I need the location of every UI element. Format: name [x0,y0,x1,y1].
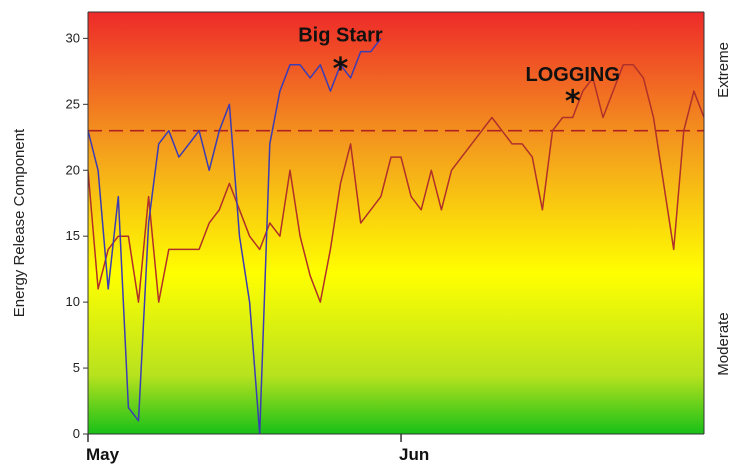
annotation-marker: * [333,52,349,87]
x-tick-label: May [86,445,120,464]
y-tick-label: 5 [73,360,80,375]
right-label-moderate: Moderate [715,312,732,375]
annotation-marker: * [565,85,581,120]
annotation-label: LOGGING [525,64,619,86]
y-tick-label: 0 [73,426,80,441]
y-tick-label: 25 [66,96,80,111]
y-tick-label: 20 [66,162,80,177]
y-tick-label: 15 [66,228,80,243]
x-tick-label: Jun [399,445,429,464]
plot-background [88,12,704,434]
series-line-1 [88,64,704,303]
y-tick-label: 30 [66,30,80,45]
right-label-extreme: Extreme [715,42,732,98]
y-tick-label: 10 [66,294,80,309]
annotation-label: Big Starr [298,24,383,46]
y-axis-title: Energy Release Component [11,128,28,317]
series-line-2 [88,37,382,434]
